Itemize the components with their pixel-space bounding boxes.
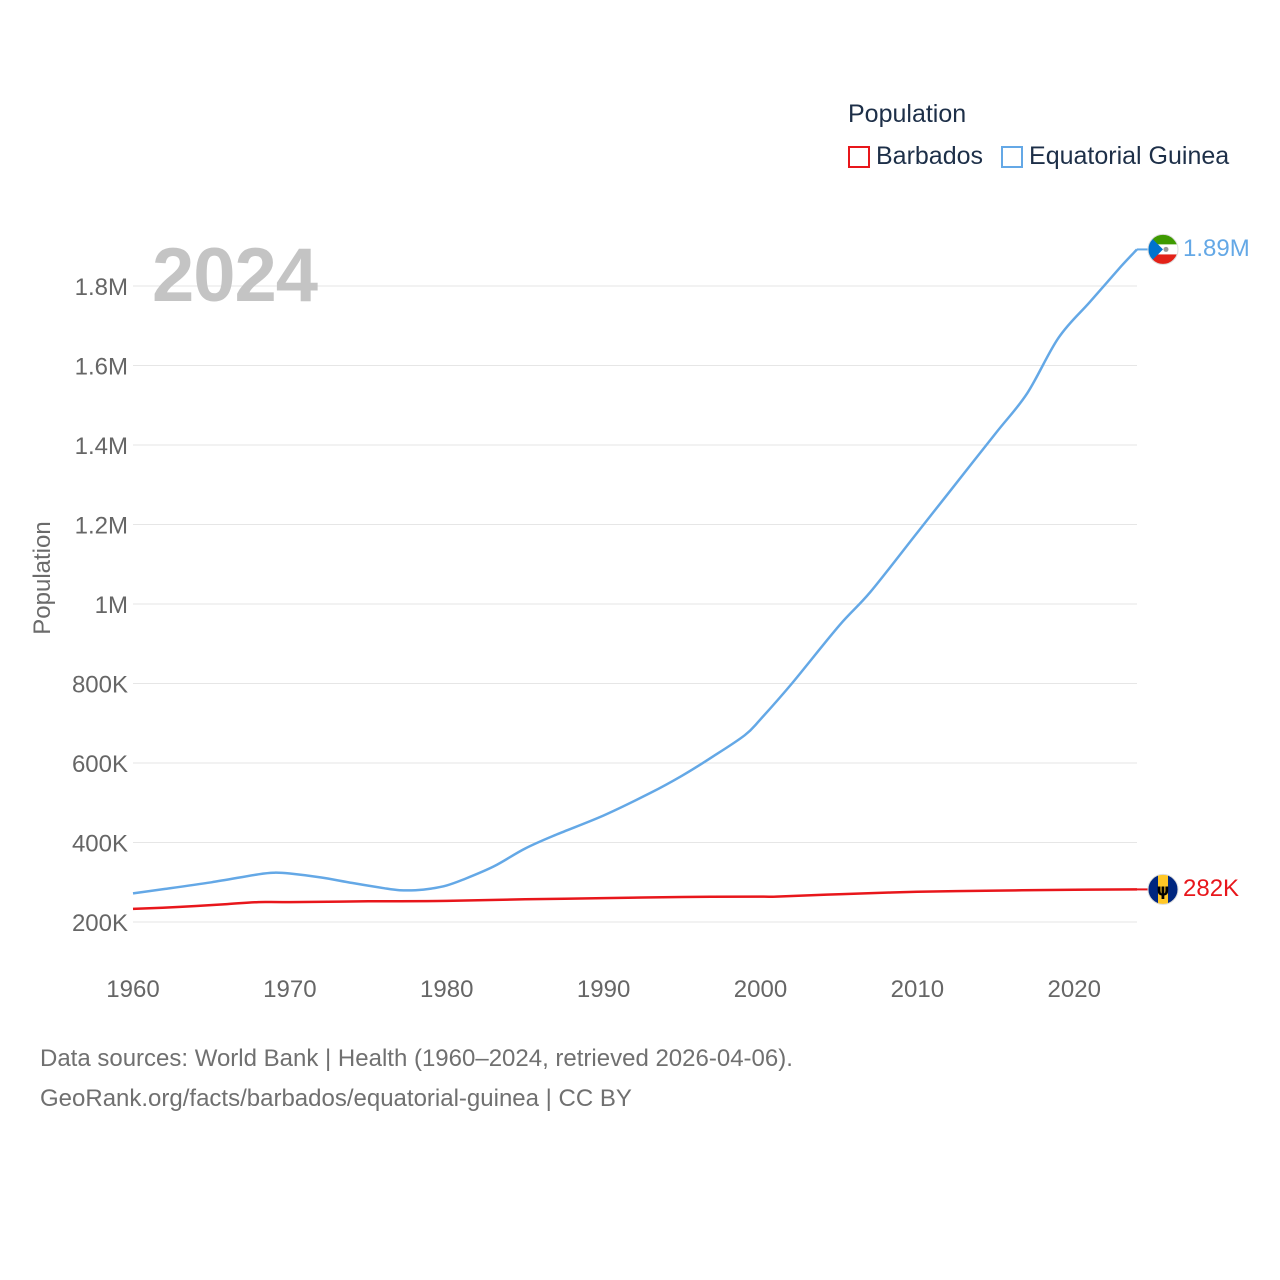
y-tick-label: 1.4M bbox=[75, 433, 128, 460]
x-tick-label: 2010 bbox=[891, 976, 944, 1003]
y-tick-label: 1.6M bbox=[75, 354, 128, 381]
grid-lines bbox=[133, 285, 1137, 923]
legend-item-barbados[interactable]: Barbados bbox=[848, 142, 983, 171]
series-line-equatorial-guinea bbox=[132, 248, 1138, 895]
y-tick-label: 1.2M bbox=[75, 513, 128, 540]
series-lines bbox=[132, 248, 1149, 911]
series-line-barbados bbox=[132, 888, 1138, 911]
x-tick-label: 2020 bbox=[1048, 976, 1101, 1003]
y-tick-label: 1M bbox=[95, 592, 128, 619]
x-tick-label: 1990 bbox=[577, 976, 630, 1003]
data-source-text: Data sources: World Bank | Health (1960–… bbox=[40, 1045, 793, 1072]
x-tick-label: 1970 bbox=[263, 976, 316, 1003]
end-label-equatorial-guinea: 1.89M bbox=[1183, 235, 1250, 263]
legend-item-equatorial-guinea[interactable]: Equatorial Guinea bbox=[1001, 142, 1229, 171]
barbados-flag-icon: ψ bbox=[1148, 874, 1178, 905]
y-axis-label: Population bbox=[29, 521, 56, 635]
y-tick-label: 200K bbox=[72, 910, 128, 937]
y-tick-label: 400K bbox=[72, 831, 128, 858]
legend-swatch-equatorial-guinea bbox=[1001, 145, 1024, 168]
legend-title: Population bbox=[848, 100, 967, 128]
year-display: 2024 bbox=[152, 233, 318, 318]
y-tick-label: 1.8M bbox=[75, 274, 128, 301]
legend-label-barbados: Barbados bbox=[876, 142, 984, 170]
y-tick-label: 600K bbox=[72, 751, 128, 778]
x-tick-label: 1960 bbox=[106, 976, 159, 1003]
legend: Barbados Equatorial Guinea bbox=[848, 142, 1247, 171]
end-flags: ψ bbox=[1147, 233, 1179, 905]
end-label-barbados: 282K bbox=[1183, 875, 1240, 903]
source-url-text[interactable]: GeoRank.org/facts/barbados/equatorial-gu… bbox=[40, 1085, 632, 1112]
y-tick-label: 800K bbox=[72, 672, 128, 699]
svg-text:ψ: ψ bbox=[1157, 880, 1170, 899]
y-axis-ticks: 200K 400K 600K 800K 1M 1.2M 1.4M 1.6M 1.8M bbox=[72, 274, 128, 937]
x-tick-label: 2000 bbox=[734, 976, 787, 1003]
legend-label-equatorial-guinea: Equatorial Guinea bbox=[1029, 142, 1230, 170]
legend-swatch-barbados bbox=[848, 145, 870, 168]
equatorial-guinea-flag-icon bbox=[1148, 234, 1178, 265]
x-tick-label: 1980 bbox=[420, 976, 473, 1003]
x-axis-ticks: 1960 1970 1980 1990 2000 2010 2020 bbox=[106, 976, 1101, 1003]
